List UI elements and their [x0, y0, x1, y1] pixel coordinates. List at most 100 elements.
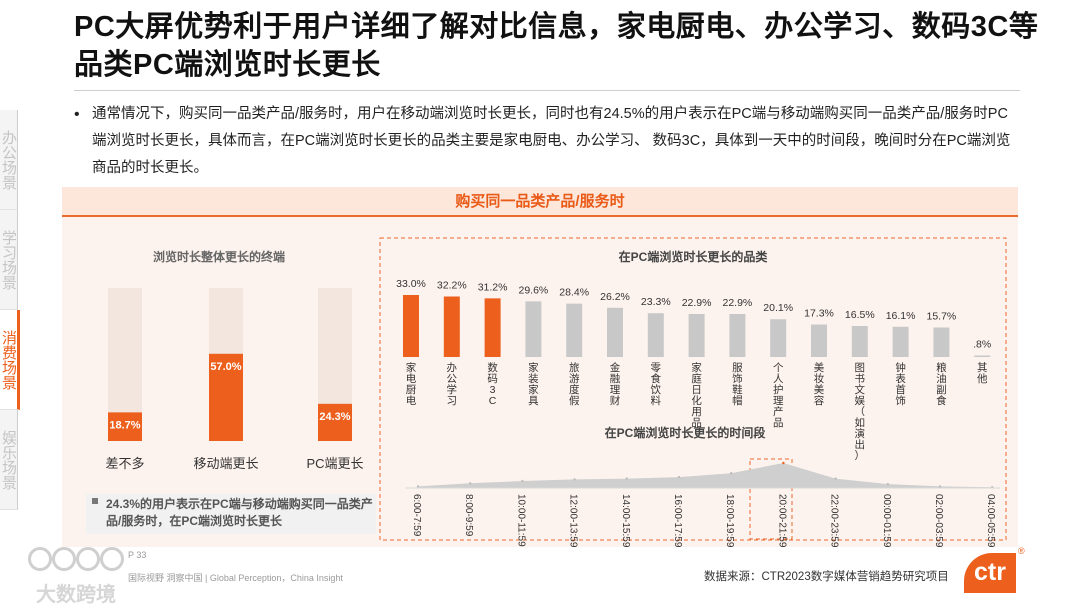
- terminal-bars: 18.7% 差不多 57.0% 移动端更长 24.3% PC端更长: [105, 288, 364, 471]
- timeslot-label: 04:00-05:59: [985, 494, 996, 548]
- category-bar-value: 28.4%: [559, 287, 589, 299]
- category-bar: [770, 319, 787, 357]
- summary-text: 通常情况下，购买同一品类产品/服务时，用户在移动端浏览时长更长，同时也有24.5…: [92, 106, 1011, 176]
- category-label: 办公学习: [447, 361, 458, 407]
- category-bar-value: 17.3%: [804, 307, 834, 319]
- category-bar-value: 22.9%: [723, 297, 753, 309]
- category-label: 家庭日化用品: [691, 361, 702, 429]
- timeslot-point: [469, 482, 472, 485]
- timeslot-label: 02:00-03:59: [933, 494, 944, 548]
- timeslot-point: [730, 471, 733, 475]
- category-label: 其他: [977, 362, 988, 385]
- timeslot-label: 18:00-19:59: [724, 494, 735, 548]
- category-label: 金融理财: [610, 361, 621, 407]
- timeslot-point: [677, 475, 681, 479]
- note-marker: [92, 498, 98, 504]
- timeslot-chart-title: 在PC端浏览时长更长的时间段: [605, 425, 767, 440]
- category-label: 个人护理产品: [773, 362, 784, 429]
- page-title: PC大屏优势利于用户详细了解对比信息，家电厨电、办公学习、数码3C等品类PC端浏…: [74, 11, 1039, 81]
- terminal-category-label: 移动端更长: [193, 456, 258, 471]
- category-bar: [647, 313, 664, 357]
- category-label: 钟表首饰: [895, 361, 906, 407]
- timeslot-label: 12:00-13:59: [568, 494, 579, 548]
- category-chart-title: 在PC端浏览时长更长的品类: [619, 249, 769, 264]
- timeslot-point: [625, 477, 628, 480]
- timeslot-point: [573, 478, 576, 481]
- timeslot-highlight-box: [749, 458, 793, 540]
- ctr-logo: ctr: [964, 553, 1016, 593]
- category-bar-value: 22.9%: [682, 297, 712, 309]
- note-text: 24.3%的用户表示在PC端与移动端购买同一品类产品/服务时，在PC端浏览时长更…: [106, 497, 373, 528]
- category-bar: [607, 307, 623, 357]
- bullet-marker: •: [74, 106, 80, 123]
- terminal-bar-value: 57.0%: [210, 361, 241, 373]
- title-divider: [74, 90, 1020, 91]
- category-bar-value: 31.2%: [478, 281, 508, 293]
- category-bar-value: 29.6%: [519, 284, 549, 296]
- category-bar: [566, 303, 583, 357]
- terminal-category-label: PC端更长: [306, 456, 363, 471]
- side-tab-entertain[interactable]: 娱乐场景: [0, 410, 18, 510]
- timeslot-point: [834, 477, 837, 480]
- timeslot-label: 10:00-11:59: [515, 494, 526, 547]
- category-label: 旅游度假: [569, 361, 580, 407]
- brand-slogan: 国际视野 洞察中国 | Global Perception，China Insi…: [128, 573, 343, 583]
- category-bar: [811, 324, 827, 357]
- note-box: 24.3%的用户表示在PC端与移动端购买同一品类产品/服务时，在PC端浏览时长更…: [86, 494, 376, 534]
- category-bar-value: 33.0%: [396, 278, 426, 290]
- category-bar-value: 16.5%: [845, 309, 875, 321]
- category-label: 数码 3 C: [487, 361, 498, 407]
- terminal-bar-value: 24.3%: [319, 411, 350, 423]
- category-bar-value: .8%: [973, 338, 991, 350]
- timeslot-label: 20:00-21:59: [776, 494, 787, 548]
- terminal-chart-title: 浏览时长整体更长的终端: [153, 249, 285, 264]
- category-label: 图书文娱（如演出）: [855, 362, 866, 462]
- timeslot-area-shape: [418, 463, 993, 488]
- category-bar: [403, 295, 419, 357]
- category-label: 家电厨电: [406, 361, 417, 407]
- timeslot-label: 00:00-01:59: [881, 494, 892, 548]
- category-bar-value: 15.7%: [927, 311, 957, 323]
- terminal-bar: [318, 403, 352, 441]
- watermark: 大数跨境: [36, 584, 116, 606]
- category-bar: [688, 313, 705, 357]
- timeslot-area: 6:00-7:59 8:00-9:59 10:00-11:59 12:00-13:59…: [405, 461, 1000, 548]
- page-number: P 33: [128, 550, 147, 560]
- timeslot-point: [886, 482, 889, 486]
- timeslot-point: [416, 485, 420, 488]
- side-nav: 办公场景 学习场景 消费场景 娱乐场景: [0, 110, 26, 510]
- category-bar: [443, 296, 460, 357]
- brand-circle-4: [100, 547, 124, 571]
- category-bar-value: 16.1%: [886, 310, 916, 322]
- category-bars: 33.0% 家电厨电 32.2% 办公学习 31.2% 数码 3 C 29.6% 家装家具 28.4…: [396, 278, 991, 462]
- category-bar: [933, 327, 950, 357]
- side-tab-consume[interactable]: 消费场景: [0, 310, 20, 410]
- category-bar: [892, 326, 909, 357]
- ctr-registered-mark: ®: [1018, 546, 1025, 556]
- timeslot-point: [782, 461, 785, 465]
- timeslot-label: 22:00-23:59: [829, 494, 840, 548]
- terminal-bar: [108, 412, 142, 441]
- category-bar: [729, 313, 746, 357]
- data-source: 数据来源：CTR2023数字媒体营销趋势研究项目: [704, 571, 949, 583]
- category-label: 零食饮料: [651, 362, 662, 407]
- side-tab-office[interactable]: 办公场景: [0, 110, 18, 210]
- timeslot-label: 14:00-15:59: [620, 494, 631, 548]
- terminal-category-label: 差不多: [105, 456, 144, 471]
- side-tab-study[interactable]: 学习场景: [0, 210, 18, 310]
- category-label: 美妆美容: [814, 361, 825, 407]
- brand-circle-2: [52, 547, 76, 571]
- category-label: 粮油副食: [936, 361, 947, 407]
- category-label: 服饰鞋帽: [732, 362, 743, 407]
- brand-circles-logo: [28, 547, 126, 575]
- category-bar: [851, 326, 868, 357]
- timeslot-label: 8:00-9:59: [463, 494, 474, 537]
- timeslot-label: 16:00-17:59: [672, 494, 683, 548]
- timeslot-point: [938, 485, 942, 488]
- brand-circle-1: [28, 547, 52, 571]
- category-bar-value: 32.2%: [437, 280, 467, 292]
- timeslot-point: [521, 479, 524, 483]
- category-bar: [525, 301, 542, 357]
- brand-circle-3: [76, 547, 100, 571]
